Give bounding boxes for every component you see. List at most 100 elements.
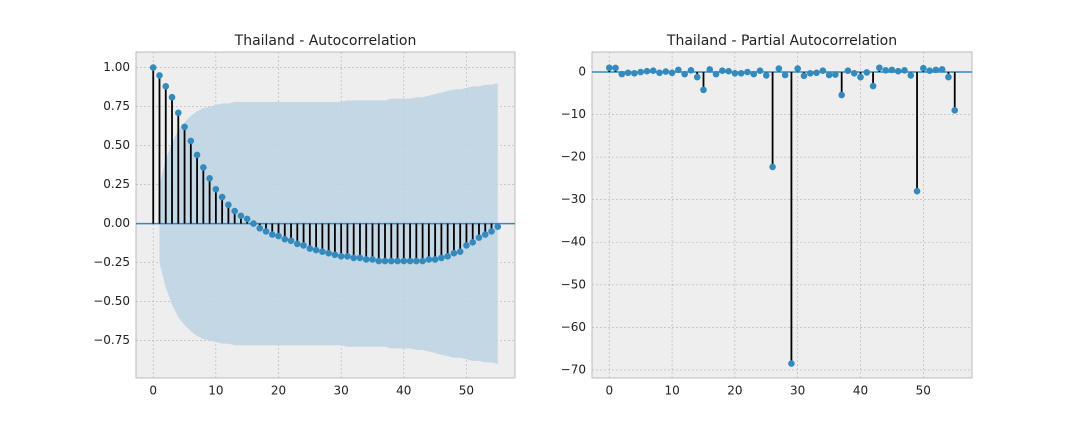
marker — [668, 69, 676, 77]
chart-title: Thailand - Partial Autocorrelation — [666, 33, 897, 49]
marker — [825, 71, 833, 79]
marker — [225, 201, 232, 209]
marker — [319, 248, 326, 255]
marker — [425, 256, 433, 263]
marker — [381, 257, 389, 265]
marker — [413, 257, 420, 265]
marker — [231, 207, 238, 215]
marker — [731, 69, 739, 77]
marker — [844, 67, 852, 75]
marker — [693, 73, 701, 81]
marker — [350, 254, 357, 262]
y-tick-label: −0.50 — [93, 294, 130, 308]
marker — [643, 67, 651, 75]
marker — [294, 240, 301, 248]
x-tick-label: 30 — [334, 384, 349, 398]
marker — [463, 242, 470, 249]
marker — [932, 66, 940, 74]
marker — [212, 185, 220, 193]
x-tick-label: 40 — [396, 384, 411, 398]
marker — [325, 249, 332, 257]
marker — [156, 72, 163, 79]
marker — [725, 67, 732, 75]
marker — [806, 69, 814, 77]
marker — [907, 72, 915, 79]
marker — [450, 249, 458, 257]
marker — [387, 257, 395, 265]
subplot: Thailand - Autocorrelation 1.00 0.75 0.50 0.… — [93, 33, 516, 398]
marker — [800, 72, 808, 80]
marker — [719, 67, 726, 75]
marker — [913, 187, 921, 195]
marker — [618, 70, 626, 78]
marker — [494, 223, 502, 230]
marker — [431, 256, 439, 263]
y-tick-label: 0 — [578, 65, 586, 79]
y-tick-label: −20 — [561, 150, 586, 164]
y-tick-label: −50 — [561, 277, 586, 291]
marker — [456, 248, 464, 255]
marker — [920, 64, 927, 72]
marker — [631, 69, 638, 77]
y-tick-label: 1.00 — [103, 60, 130, 74]
marker — [769, 163, 776, 171]
marker — [275, 232, 282, 240]
marker — [838, 91, 845, 99]
marker — [662, 68, 670, 75]
marker — [863, 69, 871, 76]
marker — [850, 69, 858, 77]
marker — [938, 66, 946, 73]
marker — [400, 257, 408, 265]
y-tick-label: 0.25 — [103, 177, 130, 191]
marker — [281, 235, 289, 243]
marker — [200, 164, 207, 171]
marker — [174, 109, 182, 117]
marker — [894, 67, 902, 75]
marker — [656, 69, 663, 77]
y-tick-label: −0.75 — [93, 333, 130, 347]
marker — [624, 69, 632, 77]
marker — [681, 70, 688, 78]
marker — [369, 256, 376, 263]
marker — [750, 70, 758, 78]
marker — [857, 73, 864, 81]
marker — [832, 71, 839, 78]
marker — [419, 257, 426, 265]
x-tick-label: 50 — [916, 384, 931, 398]
marker — [475, 234, 483, 241]
marker — [888, 66, 896, 74]
x-tick-label: 50 — [459, 384, 474, 398]
marker — [488, 228, 495, 235]
marker — [737, 69, 745, 77]
marker — [187, 137, 195, 145]
x-tick-label: 0 — [149, 384, 157, 398]
chart-title: Thailand - Autocorrelation — [234, 33, 417, 49]
marker — [712, 70, 720, 78]
y-tick-label: −0.25 — [93, 255, 130, 269]
marker — [206, 175, 213, 182]
plot-area — [591, 51, 973, 379]
marker — [375, 257, 383, 265]
marker — [819, 67, 827, 75]
subplot: Thailand - Partial Autocorrelation 0 −10 −2… — [561, 33, 973, 398]
y-tick-label: −10 — [561, 107, 586, 121]
marker — [162, 83, 170, 90]
marker — [168, 93, 176, 101]
y-tick-label: −40 — [561, 235, 586, 249]
marker — [362, 256, 370, 263]
marker — [406, 257, 414, 265]
marker — [901, 67, 908, 74]
x-tick-label: 40 — [853, 384, 868, 398]
x-tick-label: 0 — [605, 384, 613, 398]
marker — [287, 237, 295, 245]
marker — [394, 257, 401, 265]
marker — [926, 67, 933, 75]
x-tick-label: 20 — [727, 384, 742, 398]
marker — [262, 228, 270, 235]
marker — [256, 224, 264, 232]
marker — [356, 254, 364, 262]
marker — [193, 151, 201, 159]
marker — [268, 231, 276, 238]
